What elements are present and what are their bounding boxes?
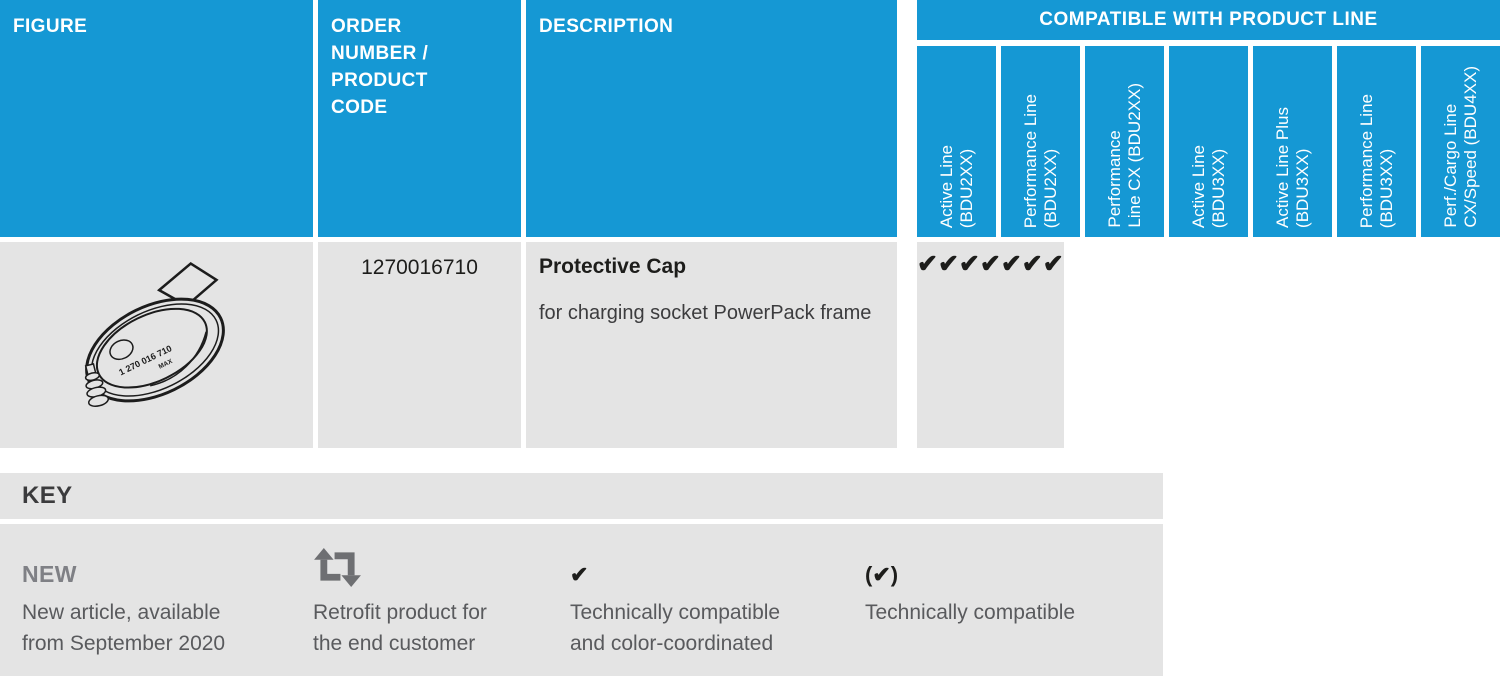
product-title: Protective Cap: [539, 255, 687, 278]
table-row: 1 270 016 710 MAX 1270016710 Protective …: [0, 242, 1500, 448]
key-item-description: New article, available from September 20…: [22, 601, 226, 655]
new-label: NEW: [22, 561, 77, 587]
product-line-header-active-plus-bdu3xx: Active Line Plus (BDU3XX): [1253, 46, 1332, 237]
key-item-retrofit: Retrofit product for the end customer: [313, 540, 487, 659]
compatibility-check-cell: ✔: [1042, 242, 1064, 448]
product-line-header-active-bdu3xx: Active Line (BDU3XX): [1169, 46, 1248, 237]
table-header-row: FIGURE ORDER NUMBER / PRODUCT CODE DESCR…: [0, 0, 1500, 237]
description-header-label: DESCRIPTION: [539, 16, 674, 37]
key-item-compatible-color: ✔ Technically compatible and color-coord…: [570, 540, 780, 659]
key-item-description: Technically compatible and color-coordin…: [570, 601, 781, 655]
product-line-label: Perf./Cargo Line CX/Speed (BDU4XX): [1440, 66, 1480, 228]
compatibility-check-cell: ✔: [979, 242, 1001, 448]
product-line-headers: Active Line (BDU2XX) Performance Line (B…: [917, 46, 1500, 237]
checkmark-icon: ✔: [979, 250, 1001, 278]
product-line-header-performance-cx-bdu2xx: Performance Line CX (BDU2XX): [1085, 46, 1164, 237]
checkmark-icon: ✔: [937, 250, 959, 278]
checkmark-icon: ✔: [1000, 250, 1022, 278]
parts-table: FIGURE ORDER NUMBER / PRODUCT CODE DESCR…: [0, 0, 1500, 448]
product-description: for charging socket PowerPack frame: [539, 302, 872, 324]
description-cell: Protective Cap for charging socket Power…: [526, 242, 897, 448]
retrofit-icon: [314, 547, 361, 588]
product-line-label: Active Line (BDU2XX): [936, 144, 976, 228]
checkmark-icon: ✔: [1021, 250, 1043, 278]
key-legend: NEW New article, available from Septembe…: [0, 524, 1163, 676]
key-title: KEY: [22, 482, 73, 509]
compatibility-header-title: COMPATIBLE WITH PRODUCT LINE: [917, 0, 1500, 40]
compatibility-check-cell: ✔: [937, 242, 959, 448]
key-item-description: Technically compatible: [865, 601, 1076, 624]
figure-column-header: FIGURE: [0, 0, 313, 237]
checkmark-parentheses-icon: (✔): [865, 562, 899, 587]
figure-header-label: FIGURE: [13, 16, 88, 37]
key-item-new: NEW New article, available from Septembe…: [22, 540, 225, 659]
product-line-label: Active Line Plus (BDU3XX): [1272, 107, 1312, 228]
order-number-header-label: ORDER NUMBER / PRODUCT CODE: [331, 16, 429, 118]
protective-cap-figure: 1 270 016 710 MAX: [84, 262, 225, 407]
product-line-header-active-bdu2xx: Active Line (BDU2XX): [917, 46, 996, 237]
key-header-band: KEY: [0, 473, 1163, 519]
compatibility-check-cell: ✔: [958, 242, 980, 448]
checkmark-icon: ✔: [917, 250, 938, 278]
order-number-value: 1270016710: [361, 256, 478, 279]
product-line-label: Performance Line CX (BDU2XX): [1104, 83, 1144, 228]
compatibility-header-group: COMPATIBLE WITH PRODUCT LINE Active Line…: [917, 0, 1500, 237]
checkmark-icon: ✔: [570, 562, 589, 587]
compatibility-check-cell: ✔: [1021, 242, 1043, 448]
compatibility-check-cell: ✔: [1000, 242, 1022, 448]
figure-cell: 1 270 016 710 MAX: [0, 242, 313, 448]
product-line-header-cargo-bdu4xx: Perf./Cargo Line CX/Speed (BDU4XX): [1421, 46, 1500, 237]
order-number-cell: 1270016710: [318, 242, 521, 448]
product-line-label: Performance Line (BDU2XX): [1020, 93, 1060, 228]
product-line-label: Performance Line (BDU3XX): [1356, 93, 1396, 228]
order-number-column-header: ORDER NUMBER / PRODUCT CODE: [318, 0, 521, 237]
cap-valve-shape: [84, 363, 110, 407]
product-line-label: Active Line (BDU3XX): [1188, 144, 1228, 228]
product-line-header-performance-bdu2xx: Performance Line (BDU2XX): [1001, 46, 1080, 237]
product-line-header-performance-bdu3xx: Performance Line (BDU3XX): [1337, 46, 1416, 237]
checkmark-icon: ✔: [1042, 250, 1064, 278]
compatibility-cells: ✔ ✔ ✔ ✔ ✔ ✔ ✔: [917, 242, 1500, 448]
key-item-description: Retrofit product for the end customer: [313, 601, 487, 655]
description-column-header: DESCRIPTION: [526, 0, 897, 237]
compatibility-check-cell: ✔: [917, 242, 938, 448]
checkmark-icon: ✔: [958, 250, 980, 278]
key-section: KEY NEW New article, available from Sept…: [0, 473, 1500, 676]
key-item-compatible: (✔) Technically compatible: [865, 540, 1075, 628]
